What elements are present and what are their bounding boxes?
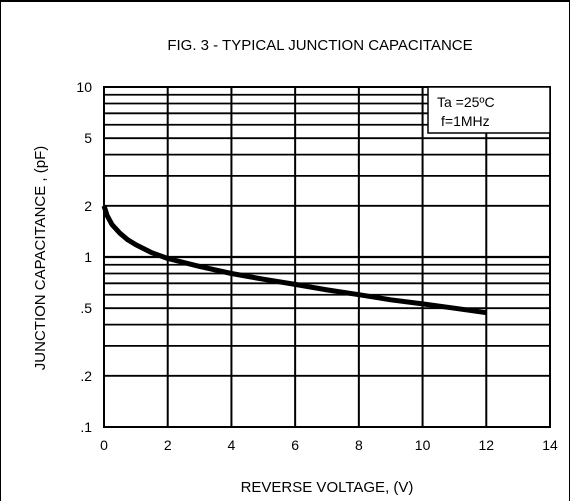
x-tick-label: 10	[415, 437, 431, 453]
y-tick-label: 1	[84, 249, 92, 265]
y-tick-label: 5	[84, 130, 92, 146]
y-tick-label: .5	[80, 300, 92, 316]
y-tick-labels: 10 5 2 1 .5 .2 .1	[76, 79, 92, 435]
annotation-frequency: f=1MHz	[441, 113, 490, 129]
x-tick-labels: 0 2 4 6 8 10 12 14	[100, 437, 558, 453]
capacitance-curve	[101, 205, 487, 316]
annotation-temperature: Ta =25ºC	[437, 94, 495, 110]
x-axis-label: REVERSE VOLTAGE, (V)	[241, 479, 414, 496]
x-tick-label: 2	[164, 437, 172, 453]
series-layer	[101, 205, 487, 316]
y-tick-label: 10	[76, 79, 92, 95]
x-tick-label: 14	[542, 437, 558, 453]
y-axis-label: JUNCTION CAPACITANCE , (pF)	[32, 146, 49, 370]
x-tick-label: 6	[291, 437, 299, 453]
chart-title: FIG. 3 - TYPICAL JUNCTION CAPACITANCE	[167, 37, 472, 54]
x-tick-label: 12	[478, 437, 494, 453]
y-tick-label: 2	[84, 198, 92, 214]
legend-box	[427, 86, 551, 134]
x-tick-label: 4	[228, 437, 236, 453]
x-tick-label: 8	[355, 437, 363, 453]
y-tick-label: .2	[80, 368, 92, 384]
plot-area-border	[103, 86, 551, 428]
y-tick-label: .1	[80, 419, 92, 435]
x-tick-label: 0	[100, 437, 108, 453]
